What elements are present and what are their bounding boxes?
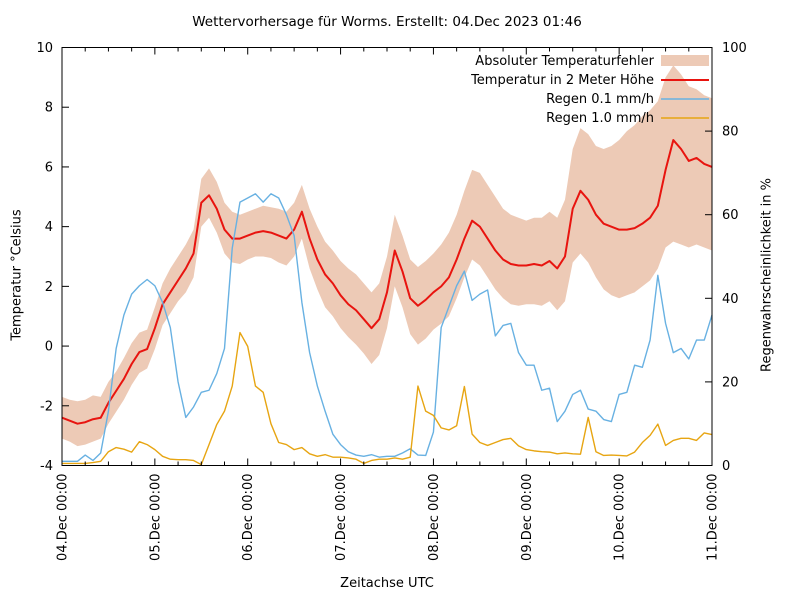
y-right-tick-label: 40 bbox=[722, 292, 739, 307]
x-tick-label: 04.Dec 00:00 bbox=[56, 474, 71, 561]
legend-label-temperature: Temperatur in 2 Meter Höhe bbox=[470, 73, 654, 88]
x-tick-label: 07.Dec 00:00 bbox=[334, 474, 349, 561]
x-tick-label: 09.Dec 00:00 bbox=[520, 474, 535, 561]
chart-title: Wettervorhersage für Worms. Erstellt: 04… bbox=[192, 14, 582, 30]
x-tick-label: 06.Dec 00:00 bbox=[241, 474, 256, 561]
y-left-tick-label: 2 bbox=[45, 280, 53, 295]
y-left-tick-label: 6 bbox=[45, 160, 53, 175]
y-right-tick-label: 60 bbox=[722, 208, 739, 223]
rain-01-line bbox=[62, 193, 713, 463]
legend-label-error-band: Absoluter Temperaturfehler bbox=[475, 54, 654, 69]
y-right-tick-label: 100 bbox=[722, 41, 747, 56]
y-left-tick-label: 4 bbox=[45, 220, 53, 235]
y-right-tick-label: 80 bbox=[722, 125, 739, 140]
y-right-tick-label: 0 bbox=[722, 459, 730, 474]
y-left-tick-label: -2 bbox=[40, 399, 53, 414]
rain-10-line bbox=[62, 331, 713, 466]
y-axis-label-left: Temperatur °Celsius bbox=[9, 209, 25, 341]
x-tick-label: 10.Dec 00:00 bbox=[613, 474, 628, 561]
x-tick-label: 11.Dec 00:00 bbox=[706, 474, 721, 561]
legend: Absoluter Temperaturfehler Temperatur in… bbox=[470, 54, 709, 126]
y-right-tick-label: 20 bbox=[722, 375, 739, 390]
x-tick-label: 05.Dec 00:00 bbox=[148, 474, 163, 561]
y-axis-label-right: Regenwahrscheinlichkeit in % bbox=[759, 178, 775, 372]
y-left-tick-label: 10 bbox=[36, 41, 53, 56]
legend-label-rain-01: Regen 0.1 mm/h bbox=[546, 92, 654, 107]
legend-label-rain-10: Regen 1.0 mm/h bbox=[546, 111, 654, 126]
x-axis-label: Zeitachse UTC bbox=[340, 576, 434, 591]
y-left-tick-label: 0 bbox=[45, 340, 53, 355]
temperature-line bbox=[61, 139, 713, 425]
x-tick-label: 08.Dec 00:00 bbox=[427, 474, 442, 561]
y-left-tick-label: -4 bbox=[40, 459, 53, 474]
y-left-tick-label: 8 bbox=[45, 101, 53, 116]
legend-swatch-error-band bbox=[661, 55, 709, 66]
